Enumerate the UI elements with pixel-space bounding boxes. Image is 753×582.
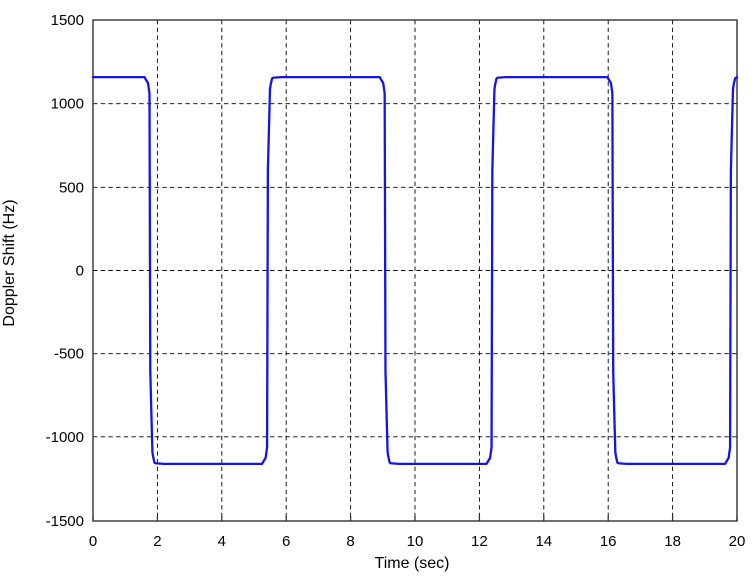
svg-text:4: 4 [218,533,226,550]
svg-text:16: 16 [600,533,617,550]
svg-text:-500: -500 [54,346,84,363]
svg-text:0: 0 [76,263,84,280]
svg-text:1000: 1000 [51,96,84,113]
svg-text:10: 10 [407,533,424,550]
svg-text:8: 8 [346,533,354,550]
svg-text:12: 12 [471,533,488,550]
svg-text:1500: 1500 [51,12,84,29]
svg-text:6: 6 [282,533,290,550]
svg-text:2: 2 [153,533,161,550]
svg-text:20: 20 [729,533,746,550]
svg-text:-1000: -1000 [46,429,84,446]
svg-text:14: 14 [535,533,552,550]
svg-text:0: 0 [89,533,97,550]
svg-text:Time (sec): Time (sec) [375,555,450,572]
svg-text:500: 500 [59,179,84,196]
svg-text:Doppler Shift (Hz): Doppler Shift (Hz) [1,199,18,326]
svg-text:-1500: -1500 [46,513,84,530]
svg-text:18: 18 [664,533,681,550]
